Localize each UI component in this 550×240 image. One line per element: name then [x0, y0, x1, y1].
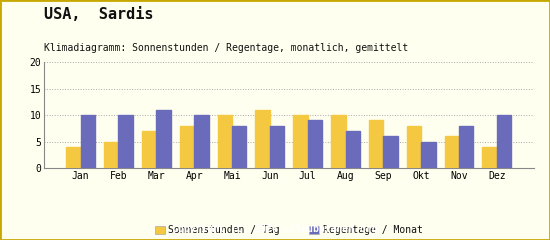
Bar [482, 147, 497, 168]
Bar [407, 126, 421, 168]
Text: Copyright (C) 2024 urlaubplanen.org: Copyright (C) 2024 urlaubplanen.org [172, 224, 378, 234]
Bar [444, 136, 459, 168]
Bar [255, 110, 270, 168]
Bar [180, 126, 194, 168]
Bar [232, 126, 246, 168]
Bar [497, 115, 512, 168]
Bar [81, 115, 95, 168]
Bar [369, 120, 383, 168]
Bar [118, 115, 133, 168]
Bar [459, 126, 474, 168]
Bar [104, 142, 118, 168]
Bar [270, 126, 284, 168]
Text: USA,  Sardis: USA, Sardis [44, 7, 153, 22]
Bar [66, 147, 81, 168]
Bar [218, 115, 232, 168]
Bar [345, 131, 360, 168]
Bar [194, 115, 208, 168]
Bar [307, 120, 322, 168]
Text: Klimadiagramm: Sonnenstunden / Regentage, monatlich, gemittelt: Klimadiagramm: Sonnenstunden / Regentage… [44, 43, 408, 53]
Bar [293, 115, 307, 168]
Bar [156, 110, 170, 168]
Bar [421, 142, 436, 168]
Bar [142, 131, 156, 168]
Legend: Sonnenstunden / Tag, Regentage / Monat: Sonnenstunden / Tag, Regentage / Monat [151, 221, 427, 239]
Bar [331, 115, 345, 168]
Bar [383, 136, 398, 168]
